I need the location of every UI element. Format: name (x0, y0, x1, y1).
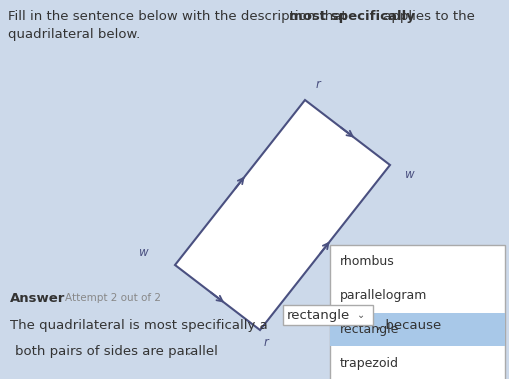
Text: , because: , because (376, 318, 440, 332)
Bar (329, 245, 504, 379)
Text: rectangle: rectangle (340, 323, 399, 336)
Text: applies to the: applies to the (378, 10, 474, 23)
Text: Attempt 2 out of 2: Attempt 2 out of 2 (65, 293, 161, 303)
Bar (282, 305, 372, 325)
Text: ⌄: ⌄ (185, 347, 193, 357)
Text: both pairs of sides are parallel: both pairs of sides are parallel (15, 346, 217, 359)
Bar (329, 313, 504, 346)
Text: ⌄: ⌄ (356, 310, 364, 320)
Text: r: r (263, 337, 268, 349)
Text: The quadrilateral is most specifically a: The quadrilateral is most specifically a (10, 318, 271, 332)
Text: most specifically: most specifically (288, 10, 414, 23)
Text: Answer: Answer (10, 291, 65, 304)
Text: quadrilateral below.: quadrilateral below. (8, 28, 140, 41)
Text: w: w (139, 246, 149, 258)
Text: rectangle: rectangle (287, 309, 350, 321)
Text: parallelogram: parallelogram (340, 289, 427, 302)
Text: r: r (315, 78, 320, 91)
Text: trapezoid: trapezoid (340, 357, 398, 370)
Text: Fill in the sentence below with the description that: Fill in the sentence below with the desc… (8, 10, 350, 23)
Text: w: w (404, 168, 414, 180)
Polygon shape (175, 100, 389, 330)
Text: rhombus: rhombus (340, 255, 394, 268)
